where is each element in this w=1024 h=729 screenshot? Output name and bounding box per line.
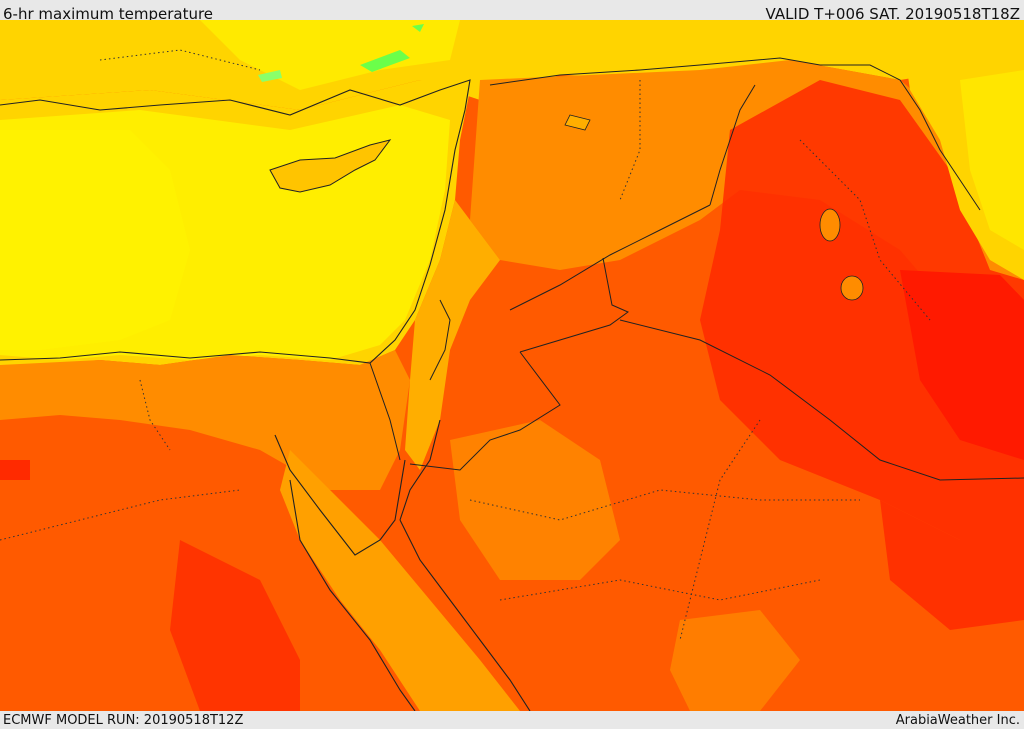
- bottom-bar: ECMWF MODEL RUN: 20190518T12Z ArabiaWeat…: [0, 711, 1024, 729]
- admin-line-delta: [139, 379, 171, 451]
- admin-line-saudi-central: [499, 579, 821, 601]
- levant-coast-orange: [405, 200, 500, 470]
- valid-time: VALID T+006 SAT. 20190518T18Z: [765, 5, 1020, 23]
- mediterranean-coastline: [0, 79, 471, 364]
- iraq-saudi-border: [619, 319, 1024, 481]
- top-bar: 6-hr maximum temperature VALID T+006 SAT…: [0, 0, 1024, 23]
- west-red-spot: [0, 460, 30, 480]
- red-sea-east-coast: [399, 519, 531, 711]
- admin-line-egypt: [0, 489, 241, 541]
- nile-delta-orange: [0, 350, 410, 490]
- map-canvas: [0, 20, 1024, 711]
- iraq-hot-core: [900, 270, 1024, 460]
- lake-tharthar: [819, 208, 841, 242]
- syria-iraq-border-north: [709, 84, 756, 206]
- model-run: ECMWF MODEL RUN: 20190518T12Z: [3, 713, 244, 728]
- lake-razazza: [840, 275, 864, 301]
- turkey-green-streak: [360, 50, 410, 72]
- mediterranean-west-bright: [0, 130, 190, 350]
- gulf-of-suez-coast: [274, 434, 406, 556]
- jordan-river: [429, 299, 451, 381]
- egypt-red-patch: [170, 540, 300, 711]
- lake-assad: [564, 114, 591, 131]
- red-sea-west-coast: [289, 479, 416, 711]
- red-sea: [280, 450, 520, 711]
- admin-line-turkey: [99, 49, 261, 71]
- coastlines: [0, 79, 531, 711]
- jordan-saudi-border: [409, 351, 561, 471]
- north-yellow-zone: [200, 20, 460, 90]
- turkey-green-dot: [412, 24, 424, 32]
- egypt-israel-border: [369, 362, 401, 461]
- iraq-red-zone: [700, 80, 1024, 540]
- admin-line-saudi-east: [679, 419, 761, 641]
- turkey-syria-iraq-border: [489, 57, 981, 211]
- borders: [369, 57, 1024, 481]
- temperature-map: [0, 20, 1024, 711]
- admin-boundaries: [0, 49, 931, 641]
- map-title: 6-hr maximum temperature: [3, 5, 214, 23]
- turkey-green-streak-west: [258, 70, 282, 82]
- zagros-yellow-zone: [960, 70, 1024, 250]
- cyprus-island: [269, 139, 392, 193]
- arabia-orange-patch: [450, 420, 620, 580]
- gulf-of-aqaba-coast: [399, 419, 441, 521]
- credit: ArabiaWeather Inc.: [895, 713, 1020, 728]
- gulf-red-patch: [880, 500, 1024, 630]
- jordan-border: [519, 257, 630, 353]
- arabia-south-orange-patch: [670, 610, 800, 711]
- admin-line-syria: [619, 80, 641, 201]
- syria-iraq-border-south: [509, 204, 711, 311]
